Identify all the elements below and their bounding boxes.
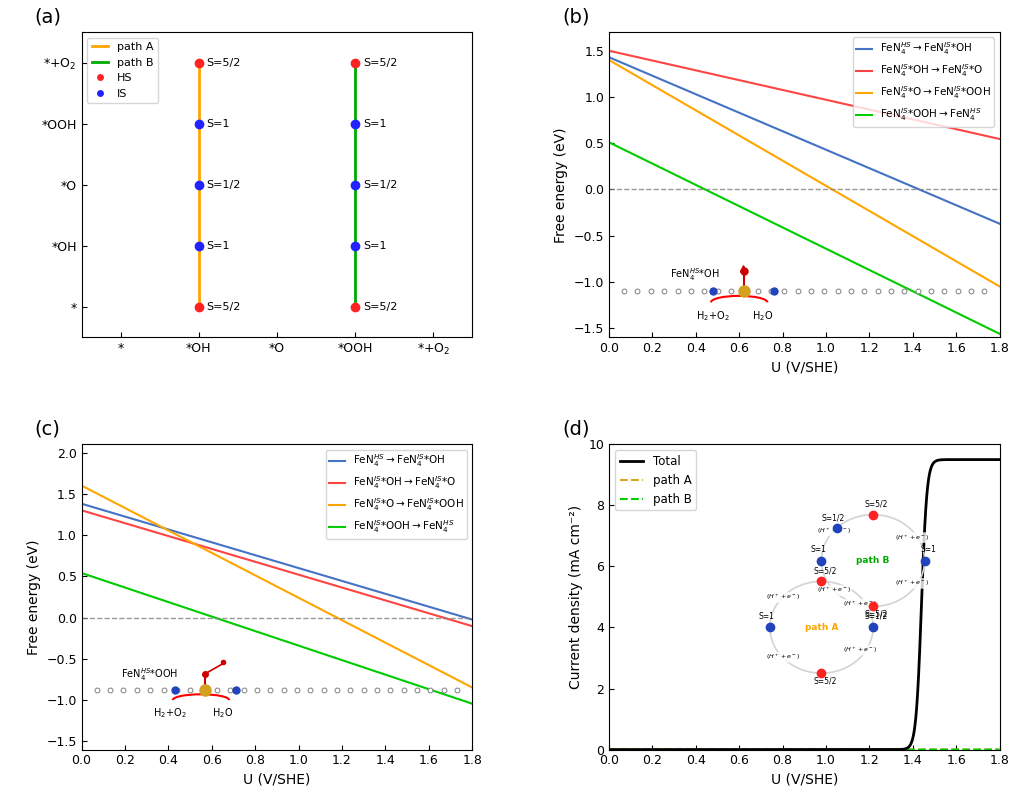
path A [782,745,794,754]
Text: FeN$_4^{HS}$*OH: FeN$_4^{HS}$*OH [669,267,718,283]
Text: H$_2$O: H$_2$O [212,707,232,721]
Text: H$_2$+O$_2$: H$_2$+O$_2$ [695,309,729,322]
Total [602,745,614,754]
Text: S=1/2: S=1/2 [363,180,396,190]
Text: S=5/2: S=5/2 [363,302,396,312]
Text: S=1: S=1 [363,118,386,129]
path A [981,745,994,754]
Text: (d): (d) [561,419,589,438]
Text: S=5/2: S=5/2 [207,58,240,68]
path B [993,745,1005,754]
path A [993,745,1005,754]
path B [792,745,804,754]
Text: S=1: S=1 [207,241,230,251]
Line: Total: Total [608,459,999,750]
path B [623,745,635,754]
path B [602,745,614,754]
Text: H$_2$+O$_2$: H$_2$+O$_2$ [153,707,186,721]
Text: (b): (b) [561,7,589,26]
Text: (c): (c) [35,419,60,438]
Total [623,745,635,754]
Total [910,704,922,714]
Text: S=1/2: S=1/2 [207,180,240,190]
Y-axis label: Current density (mA cm⁻²): Current density (mA cm⁻²) [569,505,582,689]
Text: S=1: S=1 [363,241,386,251]
Text: H$_2$O: H$_2$O [751,309,772,322]
Text: S=5/2: S=5/2 [207,302,240,312]
Legend: path A, path B, HS, IS: path A, path B, HS, IS [87,38,158,103]
Text: S=1: S=1 [207,118,230,129]
Total [981,455,994,464]
path B [981,745,994,754]
Legend: FeN$_4^{HS}$$\rightarrow$FeN$_4^{IS}$*OH, FeN$_4^{IS}$*OH$\rightarrow$FeN$_4^{IS: FeN$_4^{HS}$$\rightarrow$FeN$_4^{IS}$*OH… [326,450,467,538]
Y-axis label: Free energy (eV): Free energy (eV) [553,127,568,243]
Legend: Total, path A, path B: Total, path A, path B [614,451,696,510]
Total [782,745,794,754]
path A [910,745,922,754]
X-axis label: U (V/SHE): U (V/SHE) [243,773,311,787]
Total [993,455,1005,464]
path A [792,745,804,754]
Text: (a): (a) [35,7,62,26]
path B [981,745,994,754]
Legend: FeN$_4^{HS}$$\rightarrow$FeN$_4^{IS}$*OH, FeN$_4^{IS}$*OH$\rightarrow$FeN$_4^{IS: FeN$_4^{HS}$$\rightarrow$FeN$_4^{IS}$*OH… [853,37,994,127]
path A [602,745,614,754]
path A [981,745,994,754]
Text: FeN$_4^{HS}$*OOH: FeN$_4^{HS}$*OOH [120,666,178,683]
X-axis label: U (V/SHE): U (V/SHE) [769,773,838,787]
Total [981,455,994,464]
Total [792,745,804,754]
Y-axis label: Free energy (eV): Free energy (eV) [26,539,41,654]
path B [910,745,922,754]
path A [623,745,635,754]
X-axis label: U (V/SHE): U (V/SHE) [769,361,838,375]
path B [782,745,794,754]
Text: S=5/2: S=5/2 [363,58,396,68]
